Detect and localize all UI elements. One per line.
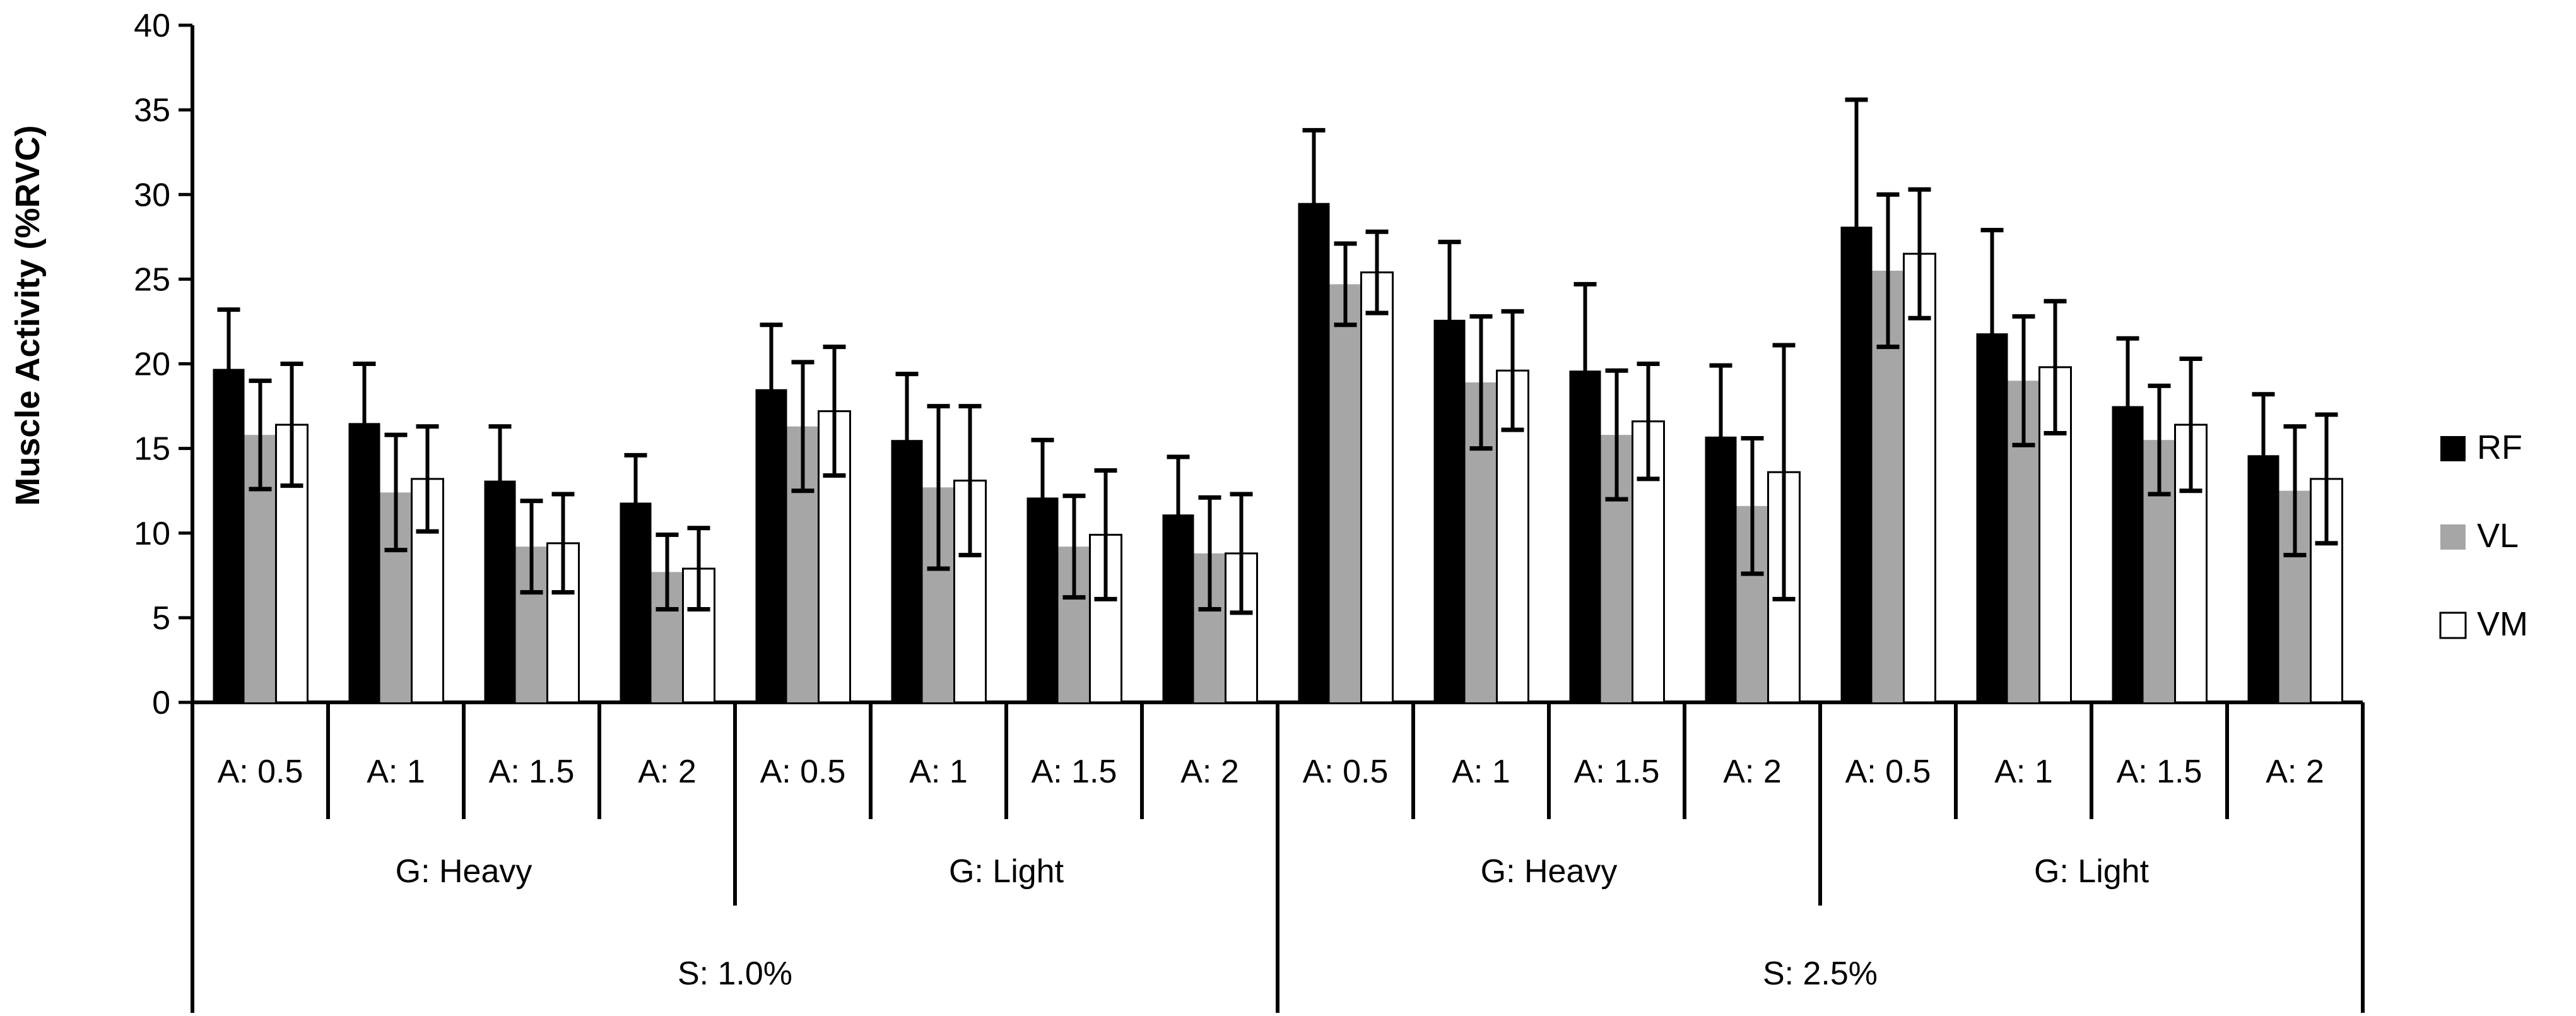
category-g-label: G: Heavy — [396, 853, 532, 890]
bar-vm — [1903, 252, 1936, 704]
legend-swatch-rf — [2440, 436, 2466, 461]
category-a-label: A: 1.5 — [489, 753, 575, 790]
bar-vm — [1225, 552, 1258, 704]
y-tick-label: 5 — [152, 600, 170, 637]
category-a-label: A: 1.5 — [1032, 753, 1117, 790]
category-g-label: G: Heavy — [1481, 853, 1618, 890]
legend-label-vm: VM — [2477, 605, 2528, 643]
y-tick-label: 25 — [134, 261, 170, 298]
category-a-label: A: 2 — [1723, 753, 1782, 790]
y-tick-label: 20 — [134, 346, 170, 383]
bar-vm — [1360, 271, 1394, 704]
category-a-label: A: 0.5 — [1845, 753, 1931, 790]
y-tick-label: 35 — [134, 92, 170, 129]
category-a-label: A: 0.5 — [1303, 753, 1389, 790]
bar-vl — [1329, 284, 1362, 702]
legend-label-vl: VL — [2477, 517, 2519, 555]
category-a-label: A: 2 — [1180, 753, 1239, 790]
bar-rf — [1298, 203, 1330, 703]
category-g-label: G: Light — [949, 853, 1064, 890]
legend-label-rf: RF — [2477, 428, 2522, 466]
category-s-label: S: 1.0% — [678, 955, 792, 992]
y-axis-title: Muscle Activity (%RVC) — [9, 125, 47, 505]
category-s-label: S: 2.5% — [1763, 955, 1878, 992]
y-tick-label: 30 — [134, 177, 170, 213]
category-a-label: A: 1 — [1452, 753, 1510, 790]
category-a-label: A: 0.5 — [760, 753, 846, 790]
y-tick-label: 15 — [134, 431, 170, 468]
category-g-label: G: Light — [2034, 853, 2150, 890]
category-a-label: A: 1 — [1994, 753, 2053, 790]
category-a-label: A: 1 — [367, 753, 425, 790]
category-a-label: A: 1.5 — [1574, 753, 1660, 790]
legend-swatch-vm — [2439, 611, 2467, 639]
y-tick-label: 40 — [134, 8, 170, 44]
category-a-label: A: 1.5 — [2117, 753, 2203, 790]
category-a-label: A: 0.5 — [218, 753, 303, 790]
category-a-label: A: 1 — [909, 753, 968, 790]
category-a-label: A: 2 — [638, 753, 697, 790]
y-tick-label: 10 — [134, 516, 170, 552]
category-a-label: A: 2 — [2266, 753, 2324, 790]
legend-swatch-vl — [2440, 524, 2466, 550]
y-tick-label: 0 — [152, 685, 170, 721]
